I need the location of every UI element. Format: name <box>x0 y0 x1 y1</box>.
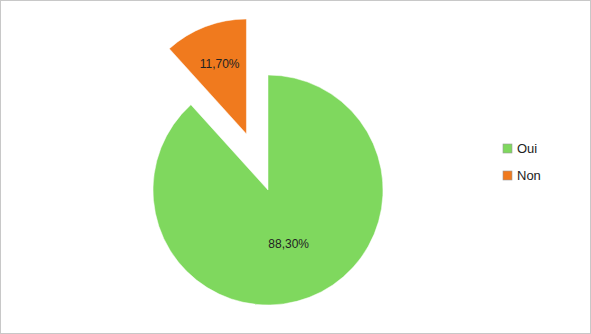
chart-container: 88,30% 11,70% Oui Non <box>0 0 591 334</box>
data-labels: 88,30% 11,70% <box>200 57 310 250</box>
chart-svg: 88,30% 11,70% Oui Non <box>0 0 591 334</box>
legend-label: Oui <box>517 141 537 156</box>
chart-frame <box>1 1 591 334</box>
legend-swatch <box>503 144 512 153</box>
legend-label: Non <box>517 168 541 183</box>
pie-slice <box>169 19 246 134</box>
pie-slice <box>153 75 383 305</box>
data-label: 88,30% <box>268 237 309 251</box>
legend: Oui Non <box>503 141 541 183</box>
legend-swatch <box>503 171 512 180</box>
data-label: 11,70% <box>200 57 240 71</box>
pie <box>153 19 383 305</box>
